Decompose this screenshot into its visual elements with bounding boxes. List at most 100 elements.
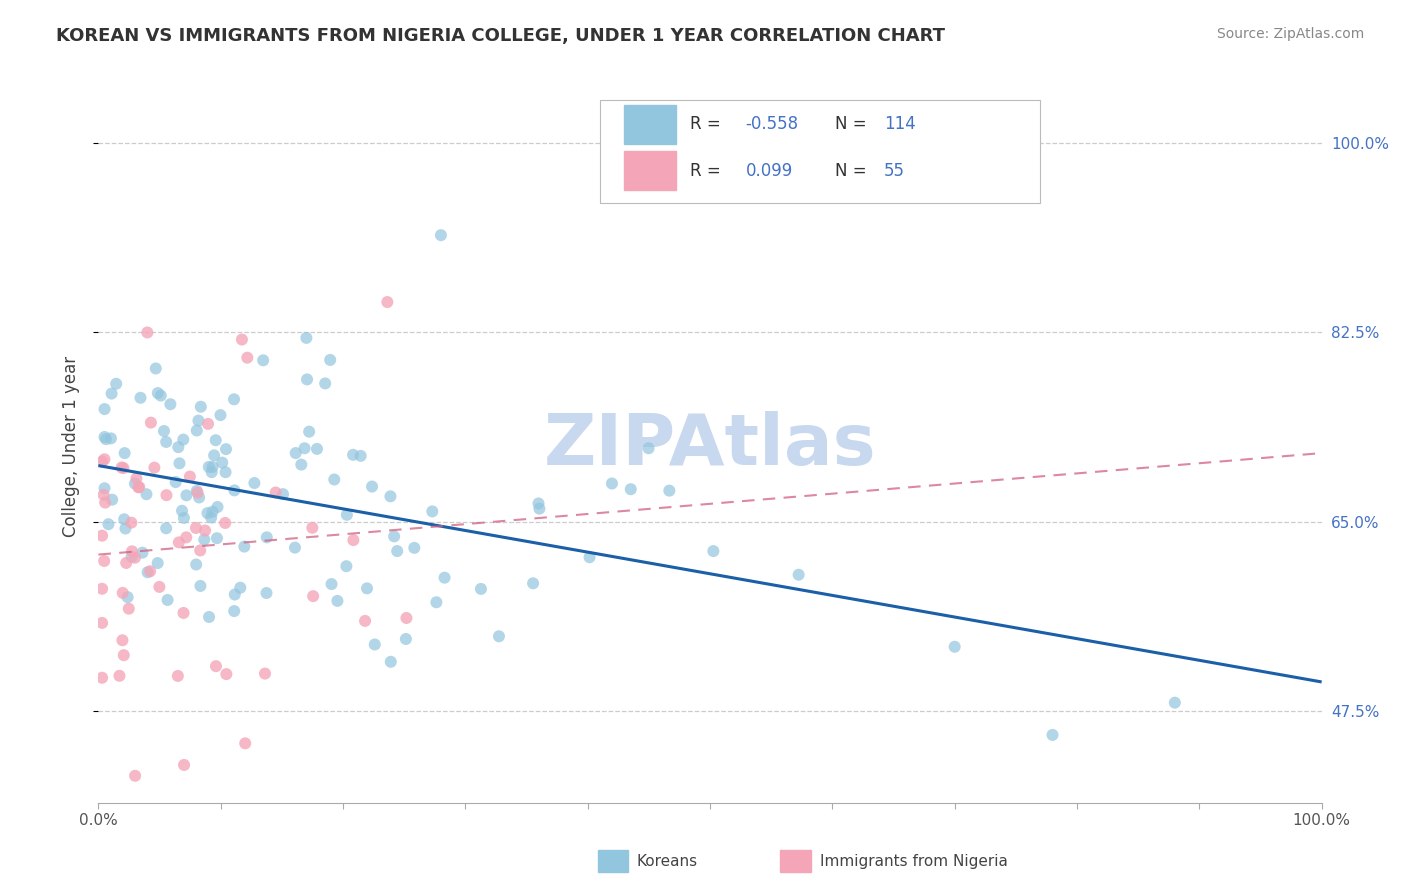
Point bbox=[600, 476, 623, 491]
Point bbox=[380, 489, 402, 503]
Point bbox=[131, 546, 153, 560]
Point bbox=[198, 610, 221, 624]
Point bbox=[93, 452, 115, 467]
Point bbox=[174, 530, 197, 544]
Point bbox=[190, 579, 212, 593]
Point bbox=[91, 582, 114, 596]
Point bbox=[114, 446, 136, 460]
Point bbox=[121, 549, 143, 564]
Point bbox=[385, 544, 408, 558]
Point bbox=[295, 331, 318, 345]
Point bbox=[430, 228, 453, 243]
Point bbox=[231, 333, 253, 347]
Point bbox=[124, 769, 146, 783]
Point bbox=[188, 543, 211, 558]
Point bbox=[115, 556, 138, 570]
Point bbox=[167, 440, 190, 454]
Point bbox=[166, 669, 188, 683]
Point bbox=[170, 504, 193, 518]
Point bbox=[108, 669, 131, 683]
Text: -0.558: -0.558 bbox=[745, 115, 799, 133]
Point bbox=[153, 424, 176, 438]
Bar bbox=[598, 850, 628, 872]
Point bbox=[271, 487, 294, 501]
Bar bbox=[624, 151, 676, 190]
Point bbox=[364, 638, 387, 652]
Point bbox=[787, 567, 810, 582]
Point bbox=[124, 550, 146, 565]
Point bbox=[215, 442, 238, 457]
Point bbox=[326, 594, 349, 608]
Point bbox=[194, 524, 217, 538]
Point bbox=[112, 648, 135, 663]
Text: KOREAN VS IMMIGRANTS FROM NIGERIA COLLEGE, UNDER 1 YEAR CORRELATION CHART: KOREAN VS IMMIGRANTS FROM NIGERIA COLLEG… bbox=[56, 27, 945, 45]
Point bbox=[658, 483, 681, 498]
Point bbox=[197, 506, 219, 520]
Point bbox=[395, 632, 418, 646]
Point bbox=[97, 517, 120, 532]
Point bbox=[149, 388, 172, 402]
Point bbox=[93, 430, 115, 444]
Point bbox=[253, 666, 276, 681]
Point bbox=[128, 480, 150, 494]
Point bbox=[205, 531, 228, 545]
Point bbox=[236, 351, 259, 365]
Point bbox=[620, 482, 643, 496]
Point bbox=[167, 535, 190, 549]
Point bbox=[159, 397, 181, 411]
Point bbox=[214, 465, 236, 479]
Point bbox=[100, 386, 122, 401]
Point bbox=[111, 586, 134, 600]
Text: N =: N = bbox=[835, 161, 872, 179]
Point bbox=[433, 571, 456, 585]
Point bbox=[121, 544, 143, 558]
Point bbox=[301, 521, 323, 535]
Point bbox=[187, 414, 209, 428]
Point bbox=[100, 431, 122, 445]
Point bbox=[1164, 696, 1187, 710]
Point bbox=[114, 521, 136, 535]
Point bbox=[637, 442, 659, 456]
Point bbox=[188, 491, 211, 505]
Point bbox=[139, 416, 162, 430]
Point bbox=[319, 352, 342, 367]
Point bbox=[224, 604, 246, 618]
Point bbox=[284, 446, 307, 460]
Point bbox=[224, 483, 246, 498]
Text: ZIPAtlas: ZIPAtlas bbox=[544, 411, 876, 481]
Point bbox=[186, 424, 208, 438]
FancyBboxPatch shape bbox=[600, 100, 1040, 203]
Bar bbox=[780, 850, 811, 872]
Point bbox=[395, 611, 418, 625]
Point bbox=[93, 402, 115, 417]
Point bbox=[94, 432, 117, 446]
Point bbox=[527, 496, 550, 510]
Point bbox=[256, 586, 278, 600]
Point bbox=[111, 633, 134, 648]
Point bbox=[117, 590, 139, 604]
Point bbox=[112, 461, 135, 475]
Y-axis label: College, Under 1 year: College, Under 1 year bbox=[62, 355, 80, 537]
Point bbox=[336, 508, 359, 522]
Point bbox=[155, 521, 177, 535]
Point bbox=[214, 516, 236, 530]
Point bbox=[143, 460, 166, 475]
Point bbox=[91, 671, 114, 685]
Point bbox=[146, 556, 169, 570]
Point bbox=[169, 456, 191, 470]
Point bbox=[290, 458, 312, 472]
Point bbox=[186, 558, 208, 572]
Point bbox=[302, 589, 325, 603]
Point bbox=[470, 582, 492, 596]
Point bbox=[356, 582, 378, 596]
Point bbox=[298, 425, 321, 439]
Point bbox=[187, 485, 209, 500]
Text: 55: 55 bbox=[884, 161, 904, 179]
Point bbox=[702, 544, 724, 558]
Point bbox=[200, 510, 222, 524]
Point bbox=[578, 550, 600, 565]
Point bbox=[135, 487, 157, 501]
Text: 0.099: 0.099 bbox=[745, 161, 793, 179]
Text: Immigrants from Nigeria: Immigrants from Nigeria bbox=[820, 854, 1008, 869]
Point bbox=[91, 455, 114, 469]
